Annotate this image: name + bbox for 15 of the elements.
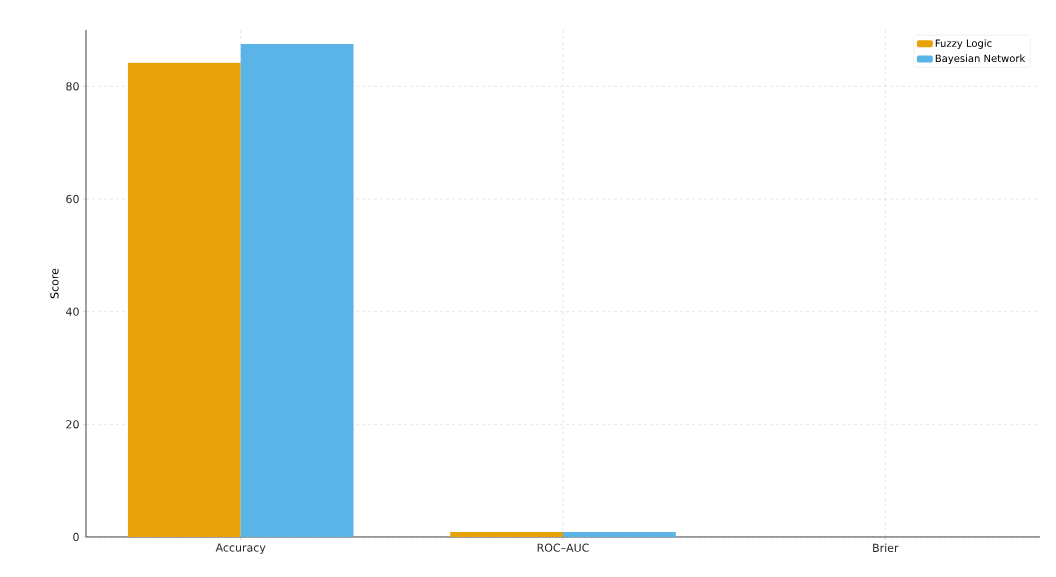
legend-label: Fuzzy Logic [935, 39, 992, 49]
bar [127, 62, 241, 537]
y-tick-label: 60 [66, 194, 79, 204]
y-tick-label: 0 [73, 532, 79, 542]
bar [240, 44, 354, 537]
legend-label: Bayesian Network [935, 54, 1026, 65]
y-tick-label: 20 [66, 420, 79, 429]
y-tick-label: 40 [66, 307, 79, 316]
y-tick-label: 80 [66, 82, 79, 91]
y-axis-title: Score [50, 268, 59, 299]
bar [450, 531, 564, 537]
x-tick-label: ROC–AUC [537, 543, 589, 552]
bar [563, 531, 676, 537]
x-tick-label: Accuracy [215, 543, 266, 554]
x-tick-label: Brier [873, 543, 899, 553]
